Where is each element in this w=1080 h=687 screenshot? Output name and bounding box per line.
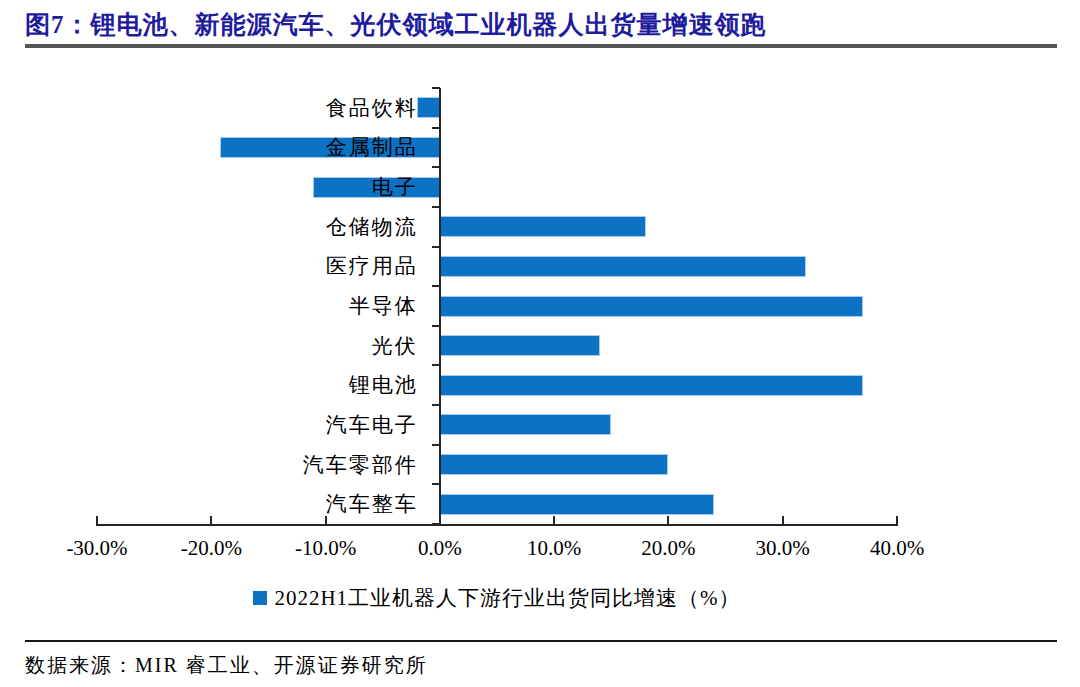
x-axis-tick-label: -10.0% <box>276 536 376 561</box>
category-tick <box>432 444 440 446</box>
x-axis-tick <box>667 516 669 526</box>
x-axis-tick <box>782 516 784 526</box>
category-label: 锂电池 <box>349 372 418 398</box>
x-axis-tick-label: 0.0% <box>390 536 490 561</box>
bar-chart: 2022H1工业机器人下游行业出货同比增速（%） 食品饮料金属制品电子仓储物流医… <box>0 0 1080 687</box>
category-label: 仓储物流 <box>326 214 418 240</box>
bar-仓储物流 <box>440 216 646 237</box>
x-axis-tick-label: 20.0% <box>618 536 718 561</box>
category-label: 半导体 <box>349 293 418 319</box>
bar-半导体 <box>440 296 863 317</box>
category-label: 金属制品 <box>326 134 418 160</box>
category-tick <box>432 206 440 208</box>
bar-锂电池 <box>440 375 863 396</box>
footer-divider <box>25 640 1057 642</box>
category-tick <box>432 285 440 287</box>
x-axis-tick <box>439 516 441 526</box>
bar-汽车电子 <box>440 414 611 435</box>
x-axis-tick <box>96 516 98 526</box>
category-tick <box>432 246 440 248</box>
category-label: 汽车整车 <box>326 491 418 517</box>
category-tick <box>432 325 440 327</box>
category-label: 汽车电子 <box>326 412 418 438</box>
category-tick <box>432 87 440 89</box>
bar-汽车零部件 <box>440 454 669 475</box>
bar-光伏 <box>440 335 600 356</box>
x-axis-tick-label: 40.0% <box>847 536 947 561</box>
x-axis-tick-label: 10.0% <box>504 536 604 561</box>
data-source: 数据来源：MIR 睿工业、开源证券研究所 <box>25 652 428 679</box>
category-label: 食品饮料 <box>326 95 418 121</box>
x-axis-line <box>97 524 897 526</box>
category-label: 电子 <box>372 174 418 200</box>
x-axis-tick <box>210 516 212 526</box>
bar-汽车整车 <box>440 494 714 515</box>
bar-医疗用品 <box>440 256 806 277</box>
x-axis-tick-label: -30.0% <box>47 536 147 561</box>
category-label: 医疗用品 <box>326 253 418 279</box>
x-axis-tick-label: 30.0% <box>733 536 833 561</box>
category-tick <box>432 364 440 366</box>
chart-legend: 2022H1工业机器人下游行业出货同比增速（%） <box>97 584 897 612</box>
report-figure: 图7：锂电池、新能源汽车、光伏领域工业机器人出货量增速领跑 2022H1工业机器… <box>0 0 1080 687</box>
legend-label: 2022H1工业机器人下游行业出货同比增速（%） <box>274 584 740 612</box>
x-axis-tick <box>553 516 555 526</box>
category-tick <box>432 127 440 129</box>
x-axis-tick <box>325 516 327 526</box>
x-axis-tick <box>896 516 898 526</box>
legend-swatch-icon <box>253 591 267 605</box>
x-axis-tick-label: -20.0% <box>161 536 261 561</box>
bar-食品饮料 <box>417 97 440 118</box>
category-label: 汽车零部件 <box>303 452 418 478</box>
category-label: 光伏 <box>372 333 418 359</box>
category-tick <box>432 483 440 485</box>
y-axis-line <box>439 88 441 524</box>
category-tick <box>432 404 440 406</box>
category-tick <box>432 166 440 168</box>
